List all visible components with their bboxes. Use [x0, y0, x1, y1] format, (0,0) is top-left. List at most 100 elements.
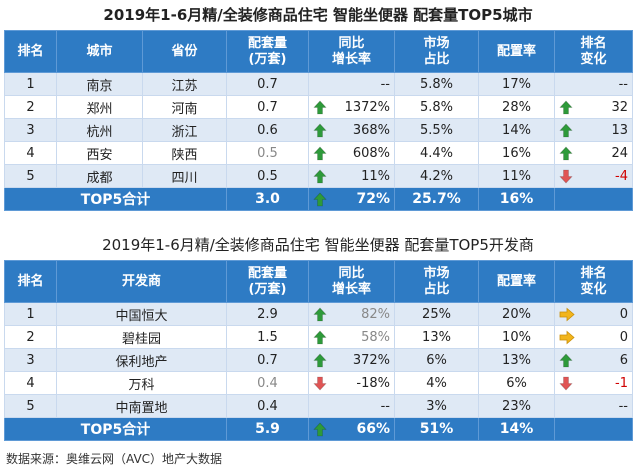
- cell-text: 四川: [171, 170, 198, 186]
- table-cell: 4%: [394, 371, 479, 395]
- table-cell: 5: [4, 394, 57, 418]
- table-cell: TOP5合计: [4, 187, 227, 211]
- table-cell: 0.7: [226, 95, 309, 119]
- arrow-down-icon: [313, 376, 327, 390]
- cell-text: 66%: [356, 421, 390, 437]
- table-cell: 四川: [142, 164, 227, 188]
- cell-text: --: [618, 76, 628, 92]
- cell-text: 3.0: [255, 191, 280, 207]
- table-cell: -4: [554, 164, 633, 188]
- cell-text: 13: [611, 122, 628, 138]
- table-cell: 杭州: [56, 118, 143, 142]
- arrow-up-icon: [313, 169, 327, 183]
- cell-text: 10%: [502, 329, 531, 345]
- cell-text: 保利地产: [115, 354, 168, 370]
- table-cell: TOP5合计: [4, 417, 227, 441]
- cell-text: 608%: [352, 145, 390, 161]
- table-cell: 24: [554, 141, 633, 165]
- cell-text: 碧桂园: [121, 331, 161, 347]
- cell-text: 14%: [499, 421, 534, 437]
- table-cell: 14%: [478, 417, 555, 441]
- table-cell: --: [554, 72, 633, 96]
- cell-text: 5.8%: [419, 99, 454, 115]
- table-cell: 13%: [394, 325, 479, 349]
- cell-text: 6: [619, 352, 628, 368]
- cell-text: 4: [26, 375, 35, 391]
- cell-text: 32: [611, 99, 628, 115]
- cell-text: 372%: [352, 352, 390, 368]
- cell-text: 陕西: [171, 147, 198, 163]
- table-cell: 0.4: [226, 371, 309, 395]
- table-row: 1 南京 江苏 0.7 -- 5.8% 17% --: [4, 72, 633, 96]
- developer-ranking-table: 排名 开发商 配套量 (万套) 同比 增长率 市场 占比 配置率 排名 变化 1 中国恒大…: [4, 260, 633, 441]
- city-ranking-table: 排名 城市 省份 配套量 (万套) 同比 增长率 市场 占比 配置率 排名 变化 1 南京…: [4, 30, 633, 211]
- table-cell: 西安: [56, 141, 143, 165]
- cell-text: 河南: [171, 101, 198, 117]
- cell-text: 杭州: [86, 124, 113, 140]
- table-cell: 6%: [394, 348, 479, 372]
- table1-header-cell: 配置率: [478, 30, 555, 73]
- cell-text: 72%: [356, 191, 390, 207]
- cell-text: 11%: [361, 168, 390, 184]
- table1-header-cell: 排名 变化: [554, 30, 633, 73]
- cell-text: 南京: [86, 78, 113, 94]
- data-source-footer: 数据来源：奥维云网（AVC）地产大数据: [6, 452, 223, 466]
- table-cell: 6: [554, 348, 633, 372]
- table-cell: 368%: [308, 118, 395, 142]
- cell-text: 0.7: [257, 99, 278, 115]
- arrow-up-icon: [313, 192, 327, 206]
- cell-text: 5: [26, 398, 35, 414]
- table-cell: 3.0: [226, 187, 309, 211]
- cell-text: 23%: [502, 398, 531, 414]
- cell-text: 1: [26, 76, 35, 92]
- arrow-up-icon: [559, 146, 573, 160]
- cell-text: 51%: [419, 421, 454, 437]
- table-cell: 82%: [308, 302, 395, 326]
- table-cell: 17%: [478, 72, 555, 96]
- table-cell: 1: [4, 302, 57, 326]
- table-cell: 成都: [56, 164, 143, 188]
- cell-text: 0: [619, 306, 628, 322]
- table1-header-cell: 市场 占比: [394, 30, 479, 73]
- cell-text: 3: [26, 352, 35, 368]
- cell-text: 浙江: [171, 124, 198, 140]
- table-cell: 1: [4, 72, 57, 96]
- cell-text: 0.4: [257, 398, 278, 414]
- cell-text: 2: [26, 99, 35, 115]
- table1-header-cell: 排名: [4, 30, 57, 73]
- cell-text: 3%: [426, 398, 447, 414]
- cell-text: 0: [619, 329, 628, 345]
- cell-text: 中国恒大: [115, 308, 168, 324]
- table1-header-cell: 配套量 (万套): [226, 30, 309, 73]
- table-cell: 江苏: [142, 72, 227, 96]
- table-cell: 0: [554, 302, 633, 326]
- cell-text: 郑州: [86, 101, 113, 117]
- cell-text: 25%: [422, 306, 451, 322]
- table-cell: 3%: [394, 394, 479, 418]
- cell-text: 13%: [502, 352, 531, 368]
- table-cell: 4.2%: [394, 164, 479, 188]
- cell-text: 2: [26, 329, 35, 345]
- table-cell: 5: [4, 164, 57, 188]
- table-cell: --: [308, 72, 395, 96]
- table-cell: 16%: [478, 187, 555, 211]
- table-cell: 3: [4, 348, 57, 372]
- table-cell: -1: [554, 371, 633, 395]
- table-cell: --: [554, 394, 633, 418]
- cell-text: 17%: [502, 76, 531, 92]
- table1-header-cell: 同比 增长率: [308, 30, 395, 73]
- cell-text: 0.7: [257, 76, 278, 92]
- table-row: 5 中南置地 0.4 -- 3% 23% --: [4, 394, 633, 418]
- table-row: 5 成都 四川 0.5 11% 4.2% 11% -4: [4, 164, 633, 188]
- table1-header-cell: 省份: [142, 30, 227, 73]
- arrow-right-icon: [559, 330, 575, 344]
- table-cell: 66%: [308, 417, 395, 441]
- table-cell: 2: [4, 325, 57, 349]
- table-row: 1 中国恒大 2.9 82% 25% 20% 0: [4, 302, 633, 326]
- cell-text: 1372%: [344, 99, 390, 115]
- table2-body: 1 中国恒大 2.9 82% 25% 20% 0 2 碧桂园 1.5 58% 13% 10% 0 3 保利地产…: [4, 302, 633, 441]
- table-cell: 5.8%: [394, 72, 479, 96]
- table-cell: --: [308, 394, 395, 418]
- table-cell: 20%: [478, 302, 555, 326]
- arrow-up-icon: [313, 123, 327, 137]
